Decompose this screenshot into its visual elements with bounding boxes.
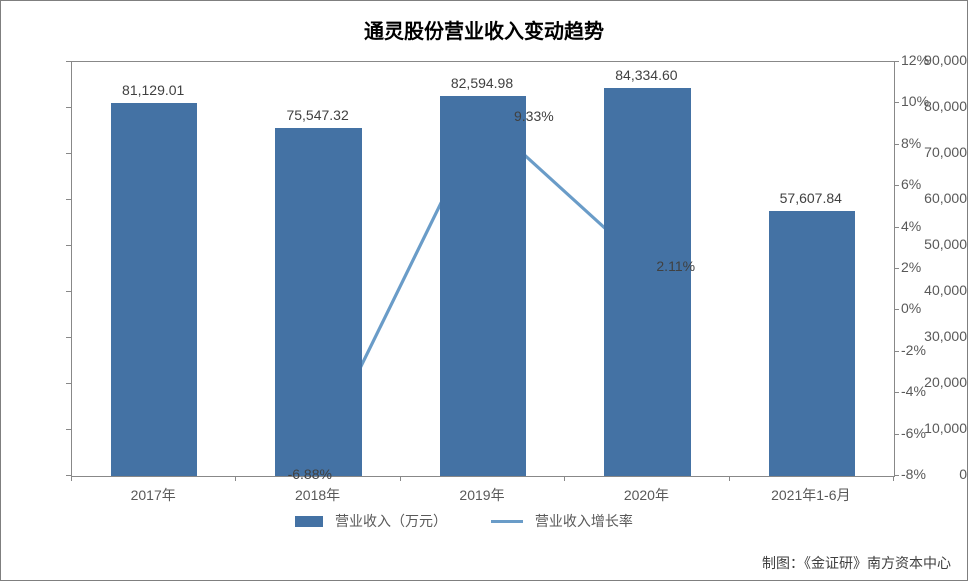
y-right-tickmark <box>894 227 899 228</box>
y-right-tick: 8% <box>901 135 921 151</box>
y-left-tickmark <box>66 337 71 338</box>
y-left-tick: 40,000 <box>905 282 967 298</box>
y-right-tickmark <box>894 144 899 145</box>
y-left-tickmark <box>66 61 71 62</box>
x-tickmark <box>564 476 565 481</box>
y-right-tickmark <box>894 185 899 186</box>
y-right-tick: 4% <box>901 218 921 234</box>
y-right-tick: 0% <box>901 300 921 316</box>
y-right-tickmark <box>894 268 899 269</box>
y-left-tick: 50,000 <box>905 236 967 252</box>
bar-label: 84,334.60 <box>615 67 677 83</box>
y-right-tick: -4% <box>901 383 926 399</box>
legend-line-swatch <box>491 520 523 523</box>
y-right-tick: -2% <box>901 342 926 358</box>
line-point-label: 2.11% <box>656 258 695 274</box>
y-left-tickmark <box>66 199 71 200</box>
y-left-tickmark <box>66 383 71 384</box>
y-left-tick: 60,000 <box>905 190 967 206</box>
x-tickmark <box>71 476 72 481</box>
bar-label: 75,547.32 <box>286 107 348 123</box>
x-tick-label: 2017年 <box>131 485 176 505</box>
y-right-tickmark <box>894 434 899 435</box>
y-left-tickmark <box>66 245 71 246</box>
legend-bar-swatch <box>295 516 323 527</box>
y-left-tickmark <box>66 429 71 430</box>
legend-bar-label: 营业收入（万元） <box>335 511 447 531</box>
legend-line-label: 营业收入增长率 <box>535 511 633 531</box>
y-right-tickmark <box>894 475 899 476</box>
x-tickmark <box>400 476 401 481</box>
y-right-tickmark <box>894 309 899 310</box>
y-right-tickmark <box>894 351 899 352</box>
y-right-tick: 2% <box>901 259 921 275</box>
line-point-label: 9.33% <box>514 108 554 124</box>
y-right-tickmark <box>894 392 899 393</box>
bar <box>111 103 197 476</box>
bar-label: 82,594.98 <box>451 75 513 91</box>
y-right-tick: 10% <box>901 93 929 109</box>
bar <box>769 211 855 476</box>
y-right-tick: 6% <box>901 176 921 192</box>
credit-text: 制图：《金证研》南方资本中心 <box>762 553 951 573</box>
y-right-tick: 12% <box>901 52 929 68</box>
plot-area <box>71 61 895 477</box>
bar-label: 57,607.84 <box>780 190 842 206</box>
x-tick-label: 2021年1-6月 <box>771 485 850 505</box>
y-right-tickmark <box>894 61 899 62</box>
chart-title: 通灵股份营业收入变动趋势 <box>1 15 967 44</box>
bar <box>604 88 690 476</box>
chart-figure: 通灵股份营业收入变动趋势 营业收入（万元） 营业收入增长率 制图：《金证研》南方… <box>0 0 968 581</box>
y-left-tickmark <box>66 291 71 292</box>
x-tickmark <box>235 476 236 481</box>
x-tick-label: 2018年 <box>295 485 340 505</box>
y-left-tickmark <box>66 153 71 154</box>
bar <box>275 128 361 476</box>
bar-label: 81,129.01 <box>122 82 184 98</box>
y-right-tickmark <box>894 102 899 103</box>
line-point-label: -6.88% <box>288 466 332 482</box>
y-right-tick: -6% <box>901 425 926 441</box>
y-right-tick: -8% <box>901 466 926 482</box>
bar <box>440 96 526 476</box>
x-tick-label: 2020年 <box>624 485 669 505</box>
x-tickmark <box>729 476 730 481</box>
x-tick-label: 2019年 <box>459 485 504 505</box>
legend: 营业收入（万元） 营业收入增长率 <box>1 511 967 531</box>
x-tickmark <box>893 476 894 481</box>
y-left-tickmark <box>66 107 71 108</box>
